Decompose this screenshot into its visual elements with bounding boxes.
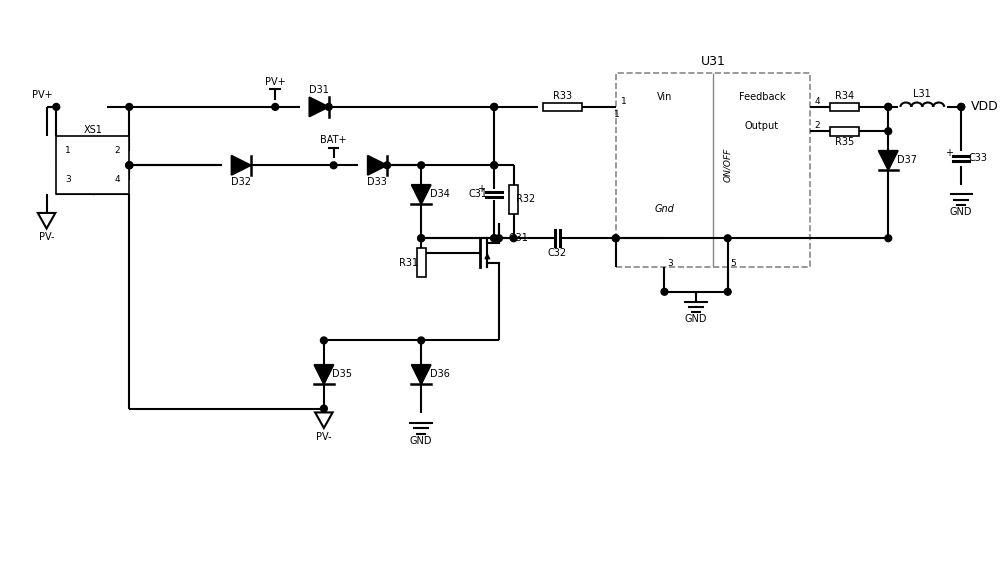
Text: L31: L31: [913, 89, 931, 99]
Circle shape: [496, 235, 502, 242]
Text: GND: GND: [410, 435, 432, 446]
Polygon shape: [309, 97, 329, 117]
Circle shape: [384, 162, 391, 168]
Circle shape: [885, 104, 892, 111]
Text: 4: 4: [115, 175, 120, 184]
Circle shape: [885, 104, 892, 111]
Text: D36: D36: [430, 370, 450, 379]
Text: R31: R31: [399, 257, 419, 268]
Text: XS1: XS1: [83, 125, 102, 136]
Circle shape: [126, 162, 133, 168]
Text: 1: 1: [621, 96, 626, 105]
Text: 1: 1: [65, 146, 71, 155]
Text: VDD: VDD: [971, 100, 999, 113]
Text: 1: 1: [614, 110, 620, 119]
Text: ON/OFF: ON/OFF: [723, 148, 732, 183]
Text: R33: R33: [553, 91, 572, 101]
Text: Gnd: Gnd: [655, 204, 674, 214]
Circle shape: [325, 104, 332, 111]
Polygon shape: [38, 213, 55, 229]
Circle shape: [491, 162, 498, 168]
Polygon shape: [231, 155, 251, 175]
Text: 4: 4: [814, 96, 820, 105]
Text: Q31: Q31: [509, 233, 528, 243]
Circle shape: [272, 104, 279, 111]
Text: D32: D32: [231, 177, 251, 187]
Circle shape: [126, 162, 133, 168]
Circle shape: [885, 235, 892, 242]
Text: GND: GND: [950, 207, 972, 217]
Bar: [509, 185, 518, 214]
Polygon shape: [879, 151, 898, 170]
Polygon shape: [314, 365, 334, 384]
Circle shape: [126, 104, 133, 111]
Circle shape: [724, 289, 731, 295]
Text: +: +: [945, 148, 953, 158]
Circle shape: [418, 235, 425, 242]
Polygon shape: [411, 185, 431, 204]
Text: +: +: [478, 184, 486, 194]
Circle shape: [418, 235, 425, 242]
Circle shape: [958, 104, 965, 111]
Text: BAT+: BAT+: [320, 135, 347, 145]
Text: Feedback: Feedback: [739, 92, 785, 102]
Circle shape: [330, 162, 337, 168]
Circle shape: [661, 289, 668, 295]
Polygon shape: [368, 155, 387, 175]
Text: 2: 2: [115, 146, 120, 155]
Text: PV-: PV-: [316, 431, 332, 442]
Text: 2: 2: [814, 121, 820, 130]
Text: GND: GND: [685, 314, 707, 324]
Circle shape: [612, 235, 619, 242]
Text: PV+: PV+: [32, 90, 53, 100]
Text: C31: C31: [468, 189, 487, 200]
Text: Vin: Vin: [657, 92, 672, 102]
Text: 5: 5: [731, 259, 736, 268]
Polygon shape: [315, 412, 333, 428]
Bar: [830, 127, 859, 136]
Bar: [543, 103, 582, 111]
Circle shape: [885, 128, 892, 134]
Circle shape: [418, 162, 425, 168]
Text: D35: D35: [332, 370, 352, 379]
Circle shape: [320, 337, 327, 344]
Circle shape: [320, 405, 327, 412]
Text: PV+: PV+: [265, 77, 286, 87]
Text: U31: U31: [701, 54, 726, 67]
Text: C33: C33: [968, 154, 987, 163]
Bar: [56, 136, 129, 194]
Bar: [616, 73, 810, 268]
Circle shape: [724, 235, 731, 242]
Polygon shape: [411, 365, 431, 384]
Text: R32: R32: [516, 194, 535, 204]
Circle shape: [418, 337, 425, 344]
Text: Output: Output: [745, 121, 779, 132]
Text: D33: D33: [367, 177, 387, 187]
Circle shape: [491, 104, 498, 111]
Circle shape: [491, 104, 498, 111]
Bar: [830, 103, 859, 111]
Bar: [417, 248, 426, 277]
Text: 3: 3: [667, 259, 673, 268]
Text: C32: C32: [548, 248, 567, 258]
Circle shape: [612, 235, 619, 242]
Circle shape: [126, 162, 133, 168]
Text: PV-: PV-: [39, 232, 54, 242]
Circle shape: [510, 235, 517, 242]
Text: R34: R34: [835, 91, 854, 101]
Text: R35: R35: [835, 137, 854, 147]
Circle shape: [53, 104, 60, 111]
Circle shape: [958, 104, 965, 111]
Text: 3: 3: [65, 175, 71, 184]
Text: D34: D34: [430, 189, 450, 200]
Circle shape: [491, 235, 498, 242]
Circle shape: [491, 235, 498, 242]
Text: D31: D31: [309, 86, 329, 95]
Circle shape: [491, 162, 498, 168]
Text: D37: D37: [897, 155, 917, 166]
